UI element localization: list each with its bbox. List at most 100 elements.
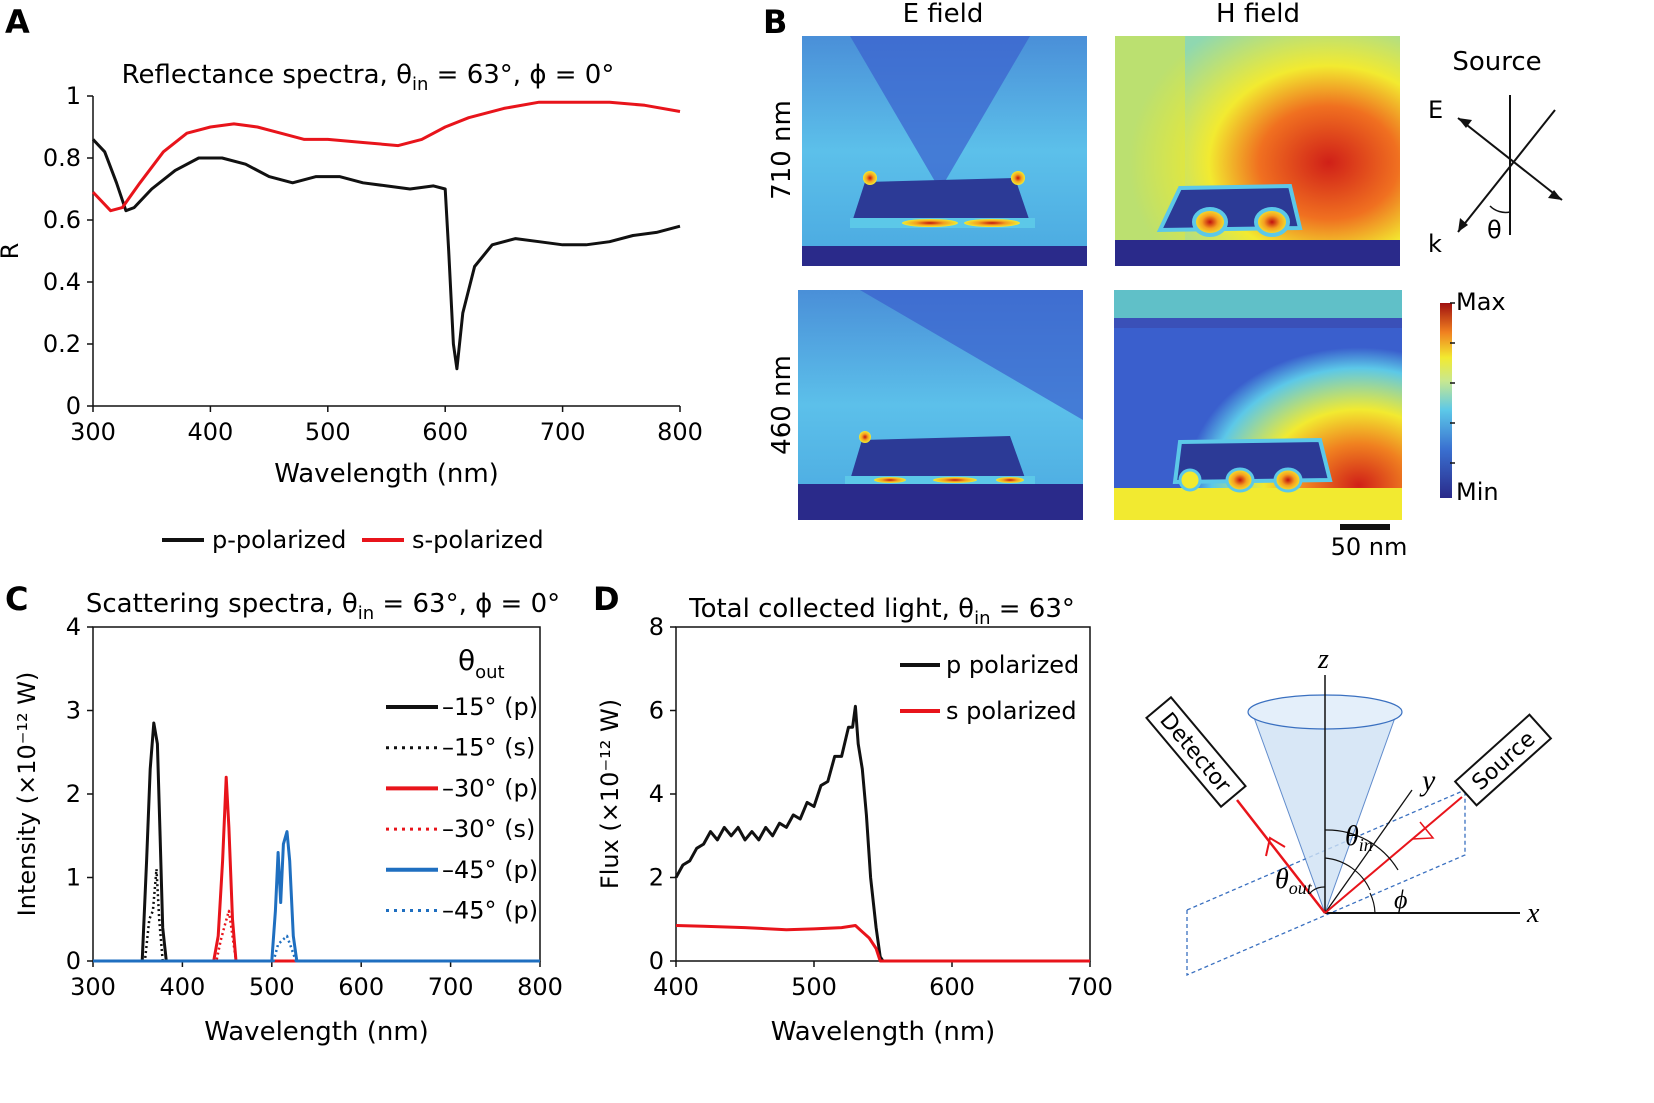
chart-a-reflectance: Reflectance spectra, θin = 63°, ϕ = 0° 30… xyxy=(0,60,703,554)
y-tick-label: 2 xyxy=(66,780,81,808)
series-line-c-0 xyxy=(93,721,540,963)
series-line-d-0 xyxy=(674,704,1090,963)
chart-title-tail: = 63° xyxy=(990,594,1074,624)
legend-label: –30° (p) xyxy=(442,774,538,802)
chart-title-main: Total collected light, θ xyxy=(688,594,974,624)
chart-title-tail: = 63°, ϕ = 0° xyxy=(428,60,614,90)
legend-label: –15° (s) xyxy=(442,734,535,762)
colorbar-min-label: Min xyxy=(1456,478,1499,506)
chart-title-main: Scattering spectra, θ xyxy=(86,589,358,619)
scattered-ray xyxy=(1236,799,1326,914)
panel-label-c: C xyxy=(5,580,28,618)
chart-title: Scattering spectra, θin = 63°, ϕ = 0° xyxy=(86,589,560,624)
x-tick-label: 300 xyxy=(70,973,116,1001)
series-line-a-1 xyxy=(91,100,681,213)
legend-label: p-polarized xyxy=(212,526,346,554)
scale-bar xyxy=(1340,524,1390,530)
x-tick-label: 500 xyxy=(305,418,351,446)
theta-label: θ xyxy=(1487,216,1502,244)
row-label-710nm: 710 nm xyxy=(767,100,797,200)
x-tick-label: 500 xyxy=(791,973,837,1001)
y-tick-label: 0 xyxy=(66,947,81,975)
chart-c-scattering: Scattering spectra, θin = 63°, ϕ = 0° 300… xyxy=(13,589,563,1047)
x-tick-label: 600 xyxy=(338,973,384,1001)
chart-title-tail: = 63°, ϕ = 0° xyxy=(374,589,560,619)
colorbar: Max Min xyxy=(1440,288,1506,506)
y-tick-label: 2 xyxy=(649,864,664,892)
x-axis-label: Wavelength (nm) xyxy=(771,1017,996,1047)
e-label: E xyxy=(1428,96,1443,124)
x-tick-label: 400 xyxy=(653,973,699,1001)
y-axis-label: Intensity (×10⁻¹² W) xyxy=(13,672,41,917)
y-tick-label: 0.6 xyxy=(43,206,81,234)
legend-label: s-polarized xyxy=(412,526,544,554)
chart-title-sub: in xyxy=(974,608,990,629)
e-vector-arrow xyxy=(1457,117,1563,201)
panel-label-b: B xyxy=(763,3,787,41)
legend-label: s polarized xyxy=(946,697,1077,725)
y-tick-label: 3 xyxy=(66,697,81,725)
chart-d-total-collected: Total collected light, θin = 63° 400 500 60… xyxy=(596,594,1113,1047)
h-field-map-460nm xyxy=(1114,290,1402,520)
theta-in-label: θin xyxy=(1345,821,1373,855)
legend-label: –45° (p) xyxy=(442,856,538,884)
y-tick-label: 6 xyxy=(649,697,664,725)
x-tick-label: 700 xyxy=(1067,973,1113,1001)
y-label: y xyxy=(1419,764,1436,797)
h-field-map-710nm xyxy=(1115,36,1400,266)
scale-bar-label: 50 nm xyxy=(1331,533,1408,561)
y-axis xyxy=(1324,789,1413,914)
series-line-d-1 xyxy=(675,924,1090,963)
x-tick-label: 400 xyxy=(159,973,205,1001)
panel-label-d: D xyxy=(593,580,620,618)
y-axis-label: R xyxy=(0,243,24,260)
legend-label: –30° (s) xyxy=(442,815,535,843)
legend-label: –15° (p) xyxy=(442,693,538,721)
legend-title: θout xyxy=(458,644,505,683)
col-label-h-field: H field xyxy=(1216,0,1300,29)
x-tick-label: 600 xyxy=(929,973,975,1001)
legend-label: –45° (p) xyxy=(442,897,538,925)
x-tick-label: 800 xyxy=(657,418,703,446)
y-axis-label: Flux (×10⁻¹² W) xyxy=(596,699,624,889)
chart-title-sub: in xyxy=(358,603,374,624)
x-tick-label: 600 xyxy=(422,418,468,446)
z-label: z xyxy=(1317,644,1329,675)
x-tick-label: 800 xyxy=(517,973,563,1001)
x-label: x xyxy=(1526,898,1540,929)
chart-title: Total collected light, θin = 63° xyxy=(688,594,1075,629)
legend-label: p polarized xyxy=(946,651,1079,679)
y-tick-label: 4 xyxy=(649,780,664,808)
y-tick-label: 0.4 xyxy=(43,268,81,296)
panel-label-a: A xyxy=(5,3,30,41)
incident-ray xyxy=(1324,796,1463,914)
phi-label: ϕ xyxy=(1394,885,1407,914)
x-tick-label: 700 xyxy=(540,418,586,446)
detector-box: Detector xyxy=(1145,695,1247,809)
y-tick-label: 1 xyxy=(66,864,81,892)
col-label-e-field: E field xyxy=(903,0,984,29)
series-line-c-1 xyxy=(93,867,540,963)
x-axis-label: Wavelength (nm) xyxy=(274,459,499,489)
detector-label: Detector xyxy=(1154,708,1235,798)
theta-out-label: θout xyxy=(1275,864,1313,898)
x-tick-label: 700 xyxy=(428,973,474,1001)
y-tick-label: 0 xyxy=(66,392,81,420)
source-polarization-schematic: Source E k θ xyxy=(1428,47,1563,258)
k-vector-arrow xyxy=(1457,109,1556,233)
colorbar-max-label: Max xyxy=(1456,288,1506,316)
field-maps: E field H field 710 nm 460 nm xyxy=(767,0,1563,561)
y-tick-label: 4 xyxy=(66,613,81,641)
k-label: k xyxy=(1428,230,1442,258)
geometry-diagram: Detector Source z y x θin θout ϕ xyxy=(1145,644,1553,976)
source-box: Source xyxy=(1453,713,1553,807)
legend-title-sub: out xyxy=(475,662,504,683)
x-tick-label: 500 xyxy=(249,973,295,1001)
source-label: Source xyxy=(1452,47,1541,77)
legend-title-main: θ xyxy=(458,644,475,677)
y-tick-label: 0.8 xyxy=(43,144,81,172)
series-line-a-0 xyxy=(91,138,681,371)
series-line-c-4 xyxy=(93,830,540,963)
chart-title: Reflectance spectra, θin = 63°, ϕ = 0° xyxy=(122,60,615,95)
